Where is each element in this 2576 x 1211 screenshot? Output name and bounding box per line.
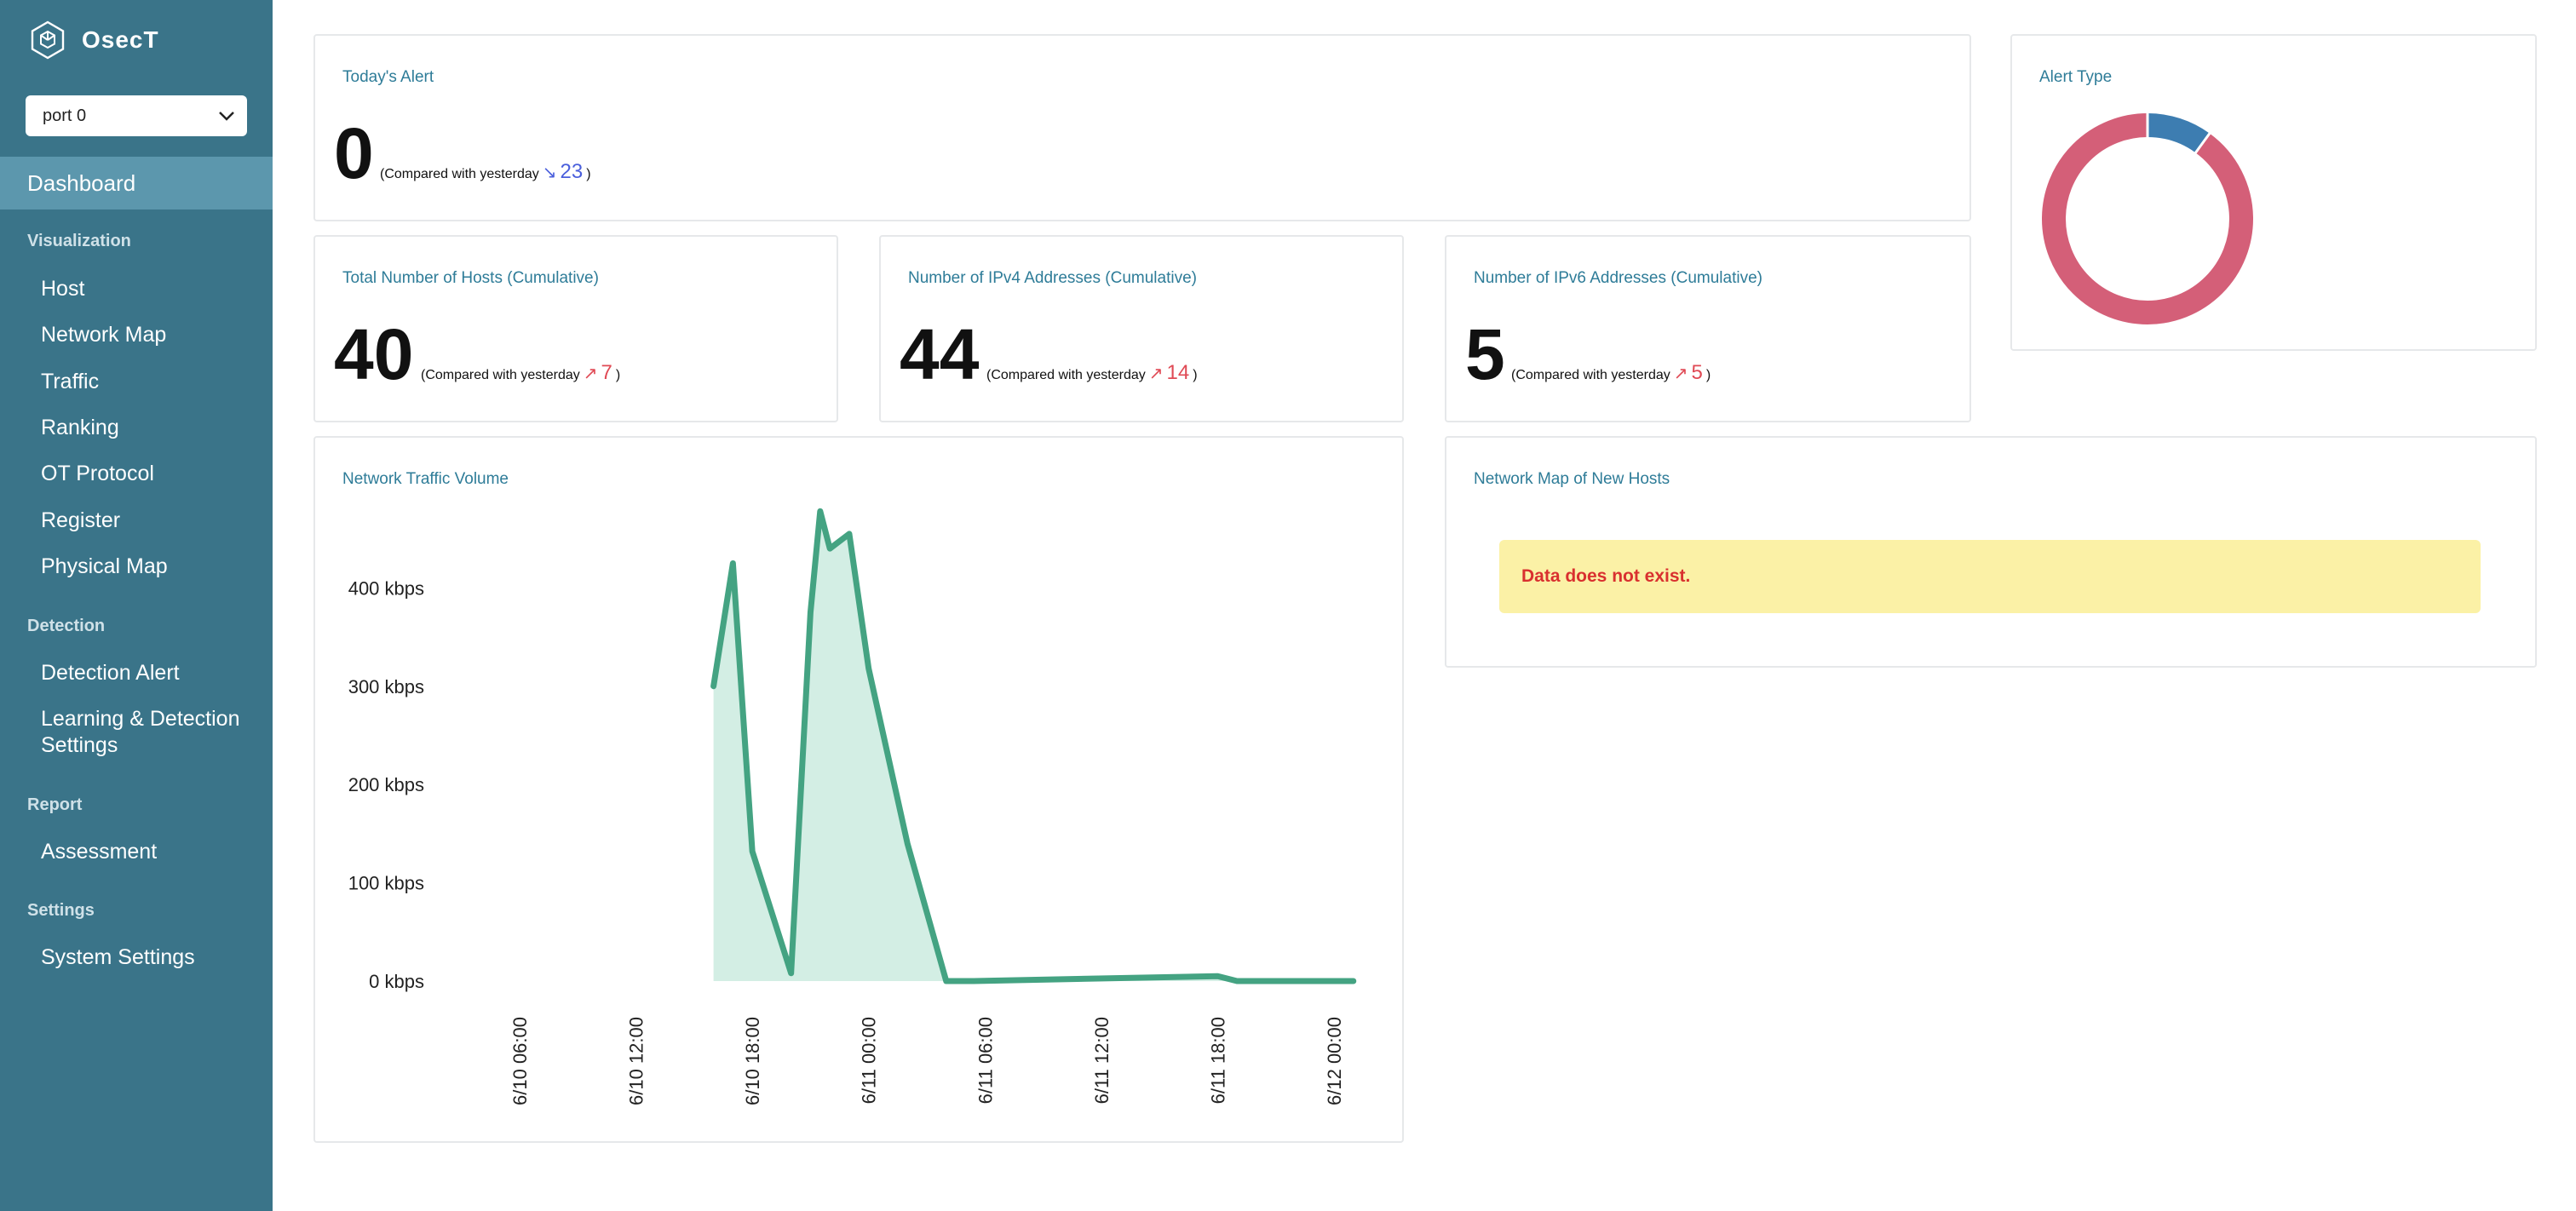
nav-item-physical-map[interactable]: Physical Map xyxy=(41,554,168,578)
compare-suffix: ) xyxy=(1705,368,1711,382)
x-tick-label: 6/11 06:00 xyxy=(975,1017,996,1104)
trend-up-arrow-icon: ↗ xyxy=(1673,364,1688,383)
nav-section-report: Report xyxy=(27,795,83,814)
nav-item-settings-label: Settings xyxy=(41,733,118,757)
nav-item-learning-detection-label: Learning & Detection xyxy=(41,707,240,731)
ipv6-compare: (Compared with yesterday ↗ 5) xyxy=(1511,361,1711,385)
traffic-area-fill xyxy=(713,511,1354,981)
nav-item-traffic[interactable]: Traffic xyxy=(41,370,100,393)
x-tick-label: 6/11 00:00 xyxy=(859,1017,880,1104)
hosts-title: Total Number of Hosts (Cumulative) xyxy=(342,269,599,287)
compare-prefix: (Compared with yesterday xyxy=(380,167,539,181)
traffic-data-point xyxy=(828,547,832,551)
x-tick-label: 6/10 12:00 xyxy=(626,1017,647,1105)
x-tick-label: 6/11 18:00 xyxy=(1207,1017,1228,1104)
nav-section-visualization: Visualization xyxy=(27,232,131,250)
ipv6-card: Number of IPv6 Addresses (Cumulative) 5 … xyxy=(1445,235,1971,422)
y-tick-label: 0 kbps xyxy=(369,971,424,992)
ipv6-title: Number of IPv6 Addresses (Cumulative) xyxy=(1474,269,1762,287)
traffic-data-point xyxy=(1235,979,1239,983)
x-tick-label: 6/10 06:00 xyxy=(509,1017,531,1105)
compare-prefix: (Compared with yesterday xyxy=(986,368,1146,382)
no-data-message: Data does not exist. xyxy=(1499,540,2481,613)
ipv4-delta: 14 xyxy=(1166,361,1190,384)
traffic-data-point xyxy=(789,971,793,975)
nav-item-detection-alert[interactable]: Detection Alert xyxy=(41,661,180,685)
trend-down-arrow-icon: ↘ xyxy=(542,164,557,182)
y-tick-label: 400 kbps xyxy=(348,577,424,599)
traffic-data-point xyxy=(1351,979,1355,983)
nav-item-system-settings[interactable]: System Settings xyxy=(41,945,195,969)
traffic-data-point xyxy=(711,684,716,688)
compare-suffix: ) xyxy=(1193,368,1198,382)
trend-up-arrow-icon: ↗ xyxy=(583,364,598,383)
alert-type-title: Alert Type xyxy=(2039,68,2113,86)
port-select[interactable]: port 0 xyxy=(26,95,247,136)
hosts-value: 40 xyxy=(334,314,414,394)
nav-item-network-map[interactable]: Network Map xyxy=(41,323,167,347)
x-tick-label: 6/12 00:00 xyxy=(1324,1017,1345,1105)
nav-item-register[interactable]: Register xyxy=(41,508,121,532)
sidebar: OsecT port 0 Dashboard Visualization Hos… xyxy=(0,0,273,1211)
traffic-data-point xyxy=(731,561,735,565)
alert-type-slice-0[interactable] xyxy=(2042,113,2253,324)
ipv4-compare: (Compared with yesterday ↗ 14) xyxy=(986,361,1198,385)
hosts-delta: 7 xyxy=(601,361,612,384)
alert-type-separator-1 xyxy=(2194,131,2211,155)
traffic-data-point xyxy=(970,979,975,983)
brand[interactable]: OsecT xyxy=(27,19,159,61)
alert-type-donut-chart xyxy=(2042,112,2253,324)
traffic-data-point xyxy=(847,531,851,536)
nav-item-learning-detection-settings[interactable]: Learning & Detection Settings xyxy=(41,706,239,759)
traffic-data-point xyxy=(866,666,871,670)
ipv6-value: 5 xyxy=(1465,314,1505,394)
ipv4-value: 44 xyxy=(900,314,980,394)
x-tick-label: 6/11 12:00 xyxy=(1091,1017,1113,1104)
traffic-area-chart: 0 kbps 100 kbps 200 kbps 300 kbps 400 kbps 6/… xyxy=(348,508,1357,1105)
nav-item-ot-protocol[interactable]: OT Protocol xyxy=(41,462,154,485)
nav-item-assessment[interactable]: Assessment xyxy=(41,840,158,864)
osect-logo-icon xyxy=(31,20,65,60)
traffic-data-point xyxy=(906,841,910,846)
todays-alert-title: Today's Alert xyxy=(342,68,434,86)
y-tick-label: 200 kbps xyxy=(348,774,424,795)
todays-alert-value: 0 xyxy=(334,113,374,193)
nav-item-dashboard[interactable]: Dashboard xyxy=(0,157,273,209)
hosts-compare: (Compared with yesterday ↗ 7) xyxy=(421,361,620,385)
compare-suffix: ) xyxy=(586,167,591,181)
traffic-title: Network Traffic Volume xyxy=(342,470,509,488)
alert-type-card: Alert Type xyxy=(2010,34,2537,351)
nav-item-host[interactable]: Host xyxy=(41,277,85,301)
traffic-data-point xyxy=(808,611,813,615)
ipv6-delta: 5 xyxy=(1691,361,1703,384)
y-tick-label: 300 kbps xyxy=(348,676,424,697)
y-tick-label: 100 kbps xyxy=(348,873,424,894)
compare-prefix: (Compared with yesterday xyxy=(421,368,580,382)
nav-section-detection: Detection xyxy=(27,617,106,635)
trend-up-arrow-icon: ↗ xyxy=(1148,364,1164,383)
compare-prefix: (Compared with yesterday xyxy=(1511,368,1670,382)
traffic-data-point xyxy=(1216,974,1220,979)
compare-suffix: ) xyxy=(615,368,621,382)
chevron-down-icon xyxy=(219,112,234,121)
ipv4-title: Number of IPv4 Addresses (Cumulative) xyxy=(908,269,1197,287)
port-select-value: port 0 xyxy=(43,106,87,125)
nav-item-ranking[interactable]: Ranking xyxy=(41,416,119,439)
todays-alert-card: Today's Alert 0 (Compared with yesterday… xyxy=(313,34,1971,221)
app-name: OsecT xyxy=(82,26,159,53)
network-map-title: Network Map of New Hosts xyxy=(1474,470,1670,488)
nav-section-settings: Settings xyxy=(27,901,95,920)
traffic-data-point xyxy=(944,979,948,983)
hosts-card: Total Number of Hosts (Cumulative) 40 (C… xyxy=(313,235,838,422)
ipv4-card: Number of IPv4 Addresses (Cumulative) 44… xyxy=(879,235,1404,422)
todays-alert-compare: (Compared with yesterday ↘ 23) xyxy=(380,160,591,184)
traffic-data-point xyxy=(750,849,755,853)
todays-alert-delta: 23 xyxy=(560,160,584,183)
x-tick-label: 6/10 18:00 xyxy=(742,1017,763,1105)
traffic-data-point xyxy=(818,509,822,514)
